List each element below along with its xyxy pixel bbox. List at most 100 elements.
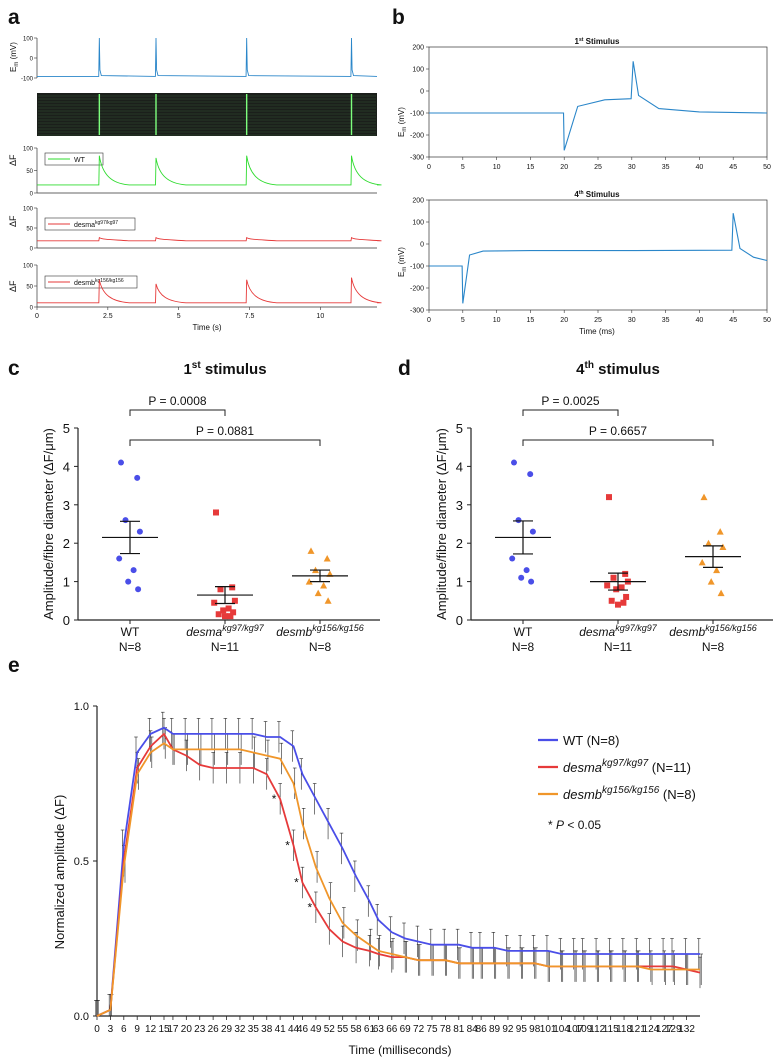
- point-desma: [229, 584, 236, 591]
- y-tick-label: 0: [456, 613, 463, 628]
- df-tick-label: 0: [30, 247, 34, 253]
- e-x-tick-label: 49: [310, 1024, 322, 1035]
- point-wt: [527, 471, 534, 478]
- e-x-tick-label: 118: [616, 1024, 632, 1035]
- e-x-tick-label: 55: [337, 1024, 349, 1035]
- panel-e-xlabel: Time (milliseconds): [349, 1043, 452, 1057]
- panel-b-ylabel-2: Em (mV): [397, 247, 408, 277]
- point-desmb: [320, 581, 328, 589]
- b-trace-stimulus-4: [429, 213, 768, 304]
- b-x-tick-label: 45: [729, 164, 737, 171]
- b-y-tick-label: -300: [410, 308, 424, 315]
- e-x-tick-label: 29: [221, 1024, 233, 1035]
- e-x-tick-label: 104: [553, 1024, 570, 1035]
- b-y-tick-label: -100: [410, 111, 424, 118]
- e-x-tick-label: 86: [476, 1024, 488, 1035]
- e-x-tick-label: 72: [413, 1024, 425, 1035]
- e-x-tick-label: 109: [576, 1024, 593, 1035]
- panel-b-xlabel: Time (ms): [579, 327, 615, 336]
- b-y-tick-label: 200: [412, 45, 424, 52]
- b-x-tick-label: 0: [427, 317, 431, 324]
- b-x-tick-label: 0: [427, 164, 431, 171]
- e-x-tick-label: 20: [181, 1024, 193, 1035]
- point-desmb: [307, 547, 315, 554]
- point-desma: [608, 597, 615, 604]
- e-x-tick-label: 84: [467, 1024, 479, 1035]
- point-desmb: [700, 493, 708, 501]
- point-desma: [610, 574, 617, 581]
- bracket-2: [522, 439, 714, 446]
- panel-letter-d: d: [398, 357, 411, 380]
- b-x-tick-label: 5: [461, 317, 465, 324]
- point-wt: [518, 574, 525, 581]
- y-axis-label: Amplitude/fibre diameter (ΔF/μm): [434, 428, 449, 620]
- e-y-tick-label: 0.5: [74, 856, 89, 868]
- panel-letter-b: b: [392, 6, 405, 29]
- e-significance-asterisk: *: [294, 876, 299, 890]
- point-desma: [623, 593, 630, 600]
- b-x-tick-label: 25: [594, 317, 602, 324]
- panel-e-ylabel: Normalized amplitude (ΔF): [52, 795, 67, 950]
- b-x-tick-label: 40: [696, 164, 704, 171]
- panel-a-em-label: Em (mV): [9, 42, 20, 72]
- point-desma: [620, 599, 627, 606]
- b-y-tick-label: -100: [410, 264, 424, 271]
- point-desma: [217, 586, 224, 593]
- a-x-tick-label: 2.5: [103, 313, 113, 320]
- y-tick-label: 1: [456, 575, 463, 590]
- y-tick-label: 5: [456, 421, 463, 436]
- b-y-tick-label: -200: [410, 133, 424, 140]
- group-label-desmb: desmbkg156/kg156: [276, 623, 364, 639]
- e-series-line-wt: [96, 726, 700, 1017]
- b-x-tick-label: 20: [560, 164, 568, 171]
- y-tick-label: 5: [63, 421, 70, 436]
- point-wt: [122, 517, 129, 524]
- e-significance-asterisk: *: [285, 839, 290, 853]
- point-desma: [213, 509, 219, 516]
- df-trace-desmb: [37, 277, 382, 304]
- y-tick-label: 4: [456, 459, 463, 474]
- a-x-tick-label: 0: [35, 313, 39, 320]
- em-tick-label: 0: [30, 57, 34, 63]
- e-x-tick-label: 78: [440, 1024, 452, 1035]
- e-x-tick-label: 63: [373, 1024, 385, 1035]
- e-x-tick-label: 115: [603, 1024, 619, 1035]
- panel-a-linescan-image: [37, 93, 377, 136]
- e-x-tick-label: 6: [121, 1024, 127, 1035]
- e-significance-asterisk: *: [308, 901, 313, 915]
- point-desmb: [698, 558, 706, 566]
- panel-letter-c: c: [8, 357, 20, 380]
- group-n-desmb: N=8: [702, 640, 725, 654]
- panel-letter-e: e: [8, 654, 20, 677]
- e-x-tick-label: 52: [324, 1024, 336, 1035]
- b-x-tick-label: 15: [527, 164, 535, 171]
- point-desma: [618, 584, 625, 591]
- e-x-tick-label: 89: [489, 1024, 501, 1035]
- e-x-tick-label: 124: [643, 1024, 660, 1035]
- b-x-tick-label: 50: [763, 164, 771, 171]
- b-x-tick-label: 35: [662, 317, 670, 324]
- b-x-tick-label: 40: [696, 317, 704, 324]
- em-tick-label: -100: [21, 77, 34, 83]
- svg-text:WT: WT: [74, 157, 86, 164]
- point-desmb: [719, 543, 727, 551]
- bracket-1: [129, 409, 226, 416]
- point-desma: [222, 613, 228, 620]
- group-n-desma: N=11: [604, 640, 632, 654]
- e-x-tick-label: 66: [386, 1024, 398, 1035]
- b-y-tick-label: -200: [410, 286, 424, 293]
- e-x-tick-label: 15: [158, 1024, 170, 1035]
- group-label-desma: desmakg97/kg97: [186, 623, 265, 639]
- y-tick-label: 2: [456, 536, 463, 551]
- point-wt: [118, 459, 124, 466]
- y-tick-label: 1: [63, 575, 70, 590]
- group-label-desmb: desmbkg156/kg156: [669, 623, 757, 639]
- e-x-tick-label: 101: [540, 1024, 557, 1035]
- panel-b: 1st Stimulus 4th Stimulus Em (mV) Em (mV…: [397, 37, 771, 336]
- e-x-tick-label: 0: [94, 1024, 100, 1035]
- point-desma: [613, 586, 620, 593]
- panel-b-title-1: 1st Stimulus: [575, 37, 620, 46]
- panel-a-df-label-3: ΔF: [8, 280, 18, 292]
- e-x-tick-label: 75: [426, 1024, 438, 1035]
